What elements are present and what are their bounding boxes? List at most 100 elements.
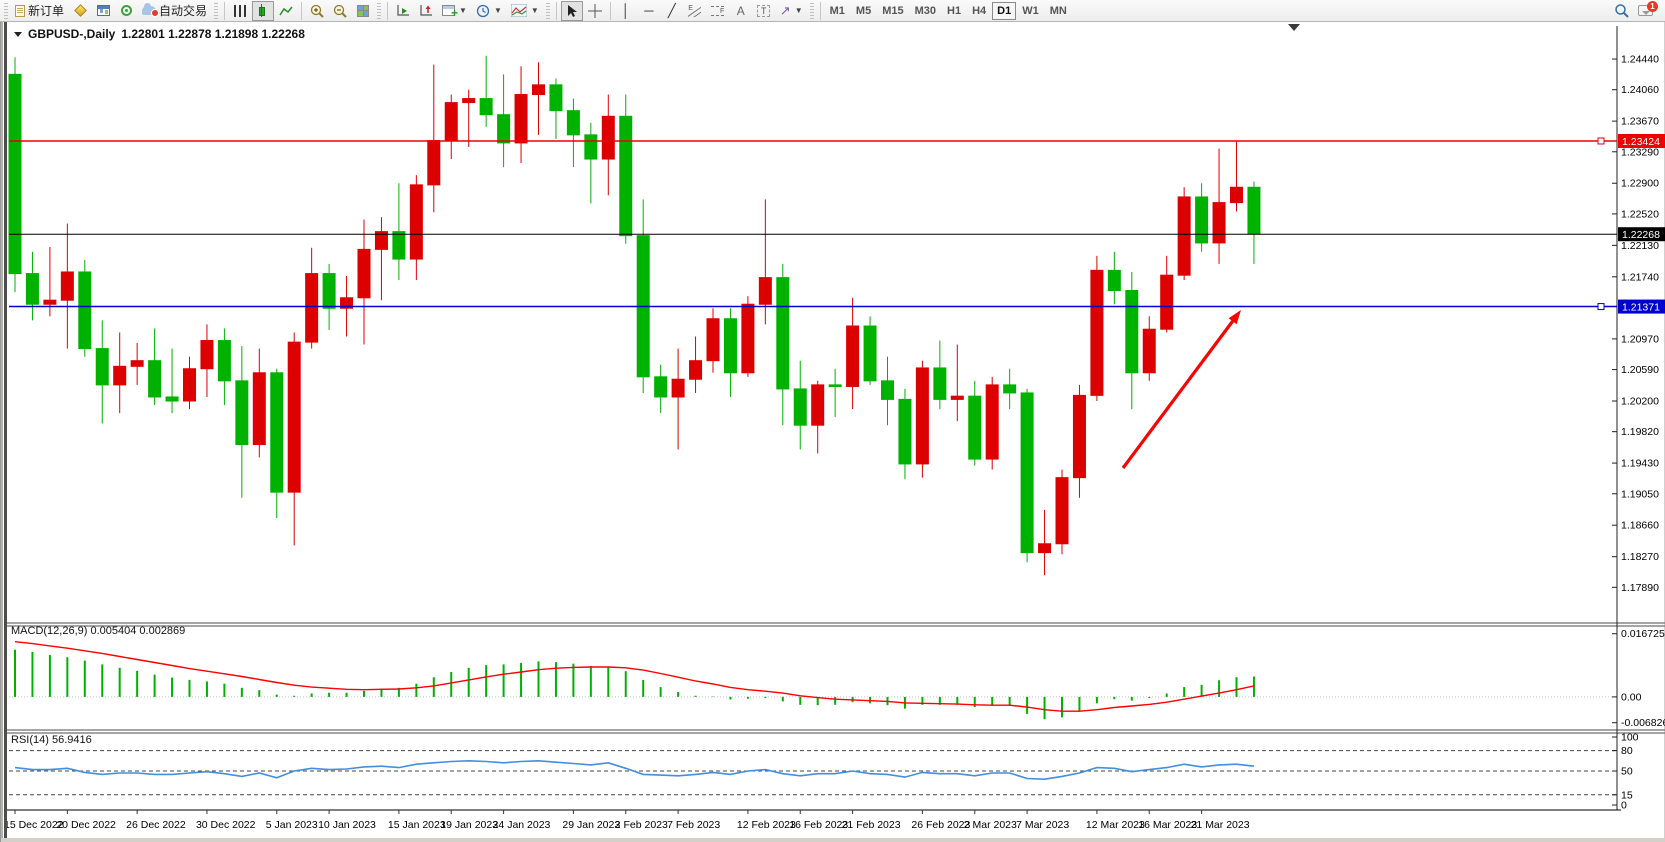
trend-arrow[interactable] [1121, 310, 1241, 469]
svg-text:1.24440: 1.24440 [1621, 54, 1659, 66]
zoom-in-button[interactable] [306, 1, 328, 21]
timeframe-m5[interactable]: M5 [855, 4, 872, 17]
timeframe-m1[interactable]: M1 [829, 4, 845, 17]
text-label-button[interactable]: T [753, 1, 775, 21]
cursor-button[interactable] [560, 0, 583, 21]
auto-scroll-button[interactable] [392, 1, 414, 21]
window-bottom-edge [1, 838, 1665, 842]
toolbar-separator [387, 1, 389, 20]
chart-shift-button[interactable] [415, 1, 437, 21]
svg-text:2 Feb 2023: 2 Feb 2023 [615, 819, 668, 831]
new-chart-button[interactable]: ▼ [438, 1, 471, 21]
svg-text:29 Jan 2023: 29 Jan 2023 [562, 819, 620, 831]
auto-trading-button[interactable]: 自动交易 [138, 1, 211, 21]
equidistant-channel-icon: E [688, 5, 701, 17]
svg-text:1.20590: 1.20590 [1621, 364, 1659, 376]
svg-text:26 Feb 2023: 26 Feb 2023 [911, 819, 970, 831]
new-order-button[interactable]: 新订单 [11, 1, 68, 21]
data-window-button[interactable] [92, 1, 114, 21]
svg-text:1.19050: 1.19050 [1621, 488, 1659, 500]
timeframe-w1[interactable]: W1 [1022, 4, 1039, 17]
profiles-button[interactable]: ▼ [472, 1, 506, 21]
toolbar-grip[interactable] [377, 2, 382, 19]
svg-text:1.21371: 1.21371 [1622, 302, 1660, 314]
svg-text:1.20970: 1.20970 [1621, 333, 1659, 345]
candlestick-chart-button[interactable] [252, 0, 275, 21]
fibonacci-button[interactable]: F [707, 1, 729, 21]
clock-icon [476, 4, 490, 17]
crosshair-button[interactable] [584, 1, 606, 21]
svg-text:30 Dec 2022: 30 Dec 2022 [196, 819, 256, 831]
toolbar-grip[interactable] [214, 2, 219, 19]
svg-text:100: 100 [1621, 732, 1639, 744]
chevron-down-icon: ▼ [459, 6, 467, 15]
timeframe-d1[interactable]: D1 [992, 1, 1017, 20]
chat-icon: 1 [1638, 1, 1658, 16]
chart-dropdown-icon[interactable] [14, 31, 22, 41]
tile-windows-button[interactable] [352, 1, 374, 21]
cursor-icon [567, 4, 577, 17]
indicators-button[interactable]: ▼ [507, 1, 543, 21]
notifications-button[interactable]: 1 [1634, 1, 1658, 21]
svg-text:1.22130: 1.22130 [1621, 240, 1659, 252]
svg-text:12 Mar 2023: 12 Mar 2023 [1086, 819, 1145, 831]
svg-text:1.22520: 1.22520 [1621, 208, 1659, 220]
indicators-icon [510, 4, 527, 17]
chart-window[interactable]: GBPUSD-,Daily 1.22801 1.22878 1.21898 1.… [0, 22, 1665, 842]
toolbar: 新订单 自动交易 [0, 0, 1665, 22]
bar-chart-icon [234, 4, 247, 17]
toolbar-grip[interactable] [545, 2, 550, 19]
svg-text:1.19820: 1.19820 [1621, 426, 1659, 438]
market-watch-icon [73, 4, 87, 17]
trendline-button[interactable]: ╱ [661, 1, 683, 21]
market-watch-button[interactable] [69, 1, 91, 21]
svg-text:50: 50 [1621, 766, 1633, 778]
price-axis: 1.24440 1.24060 1.23670 1.23290 1.22900 1.225… [1612, 54, 1659, 594]
svg-text:-0.006826: -0.006826 [1621, 717, 1665, 729]
svg-text:1.20200: 1.20200 [1621, 396, 1659, 408]
toolbar-separator [224, 1, 226, 20]
candlestick-chart-icon [257, 4, 269, 17]
timeframe-h1[interactable]: H1 [947, 4, 962, 17]
svg-text:20 Dec 2022: 20 Dec 2022 [56, 819, 116, 831]
svg-text:80: 80 [1621, 745, 1633, 757]
chart-shift-marker[interactable] [1288, 24, 1300, 31]
chart-shift-icon [420, 5, 433, 16]
new-order-label: 新订单 [28, 4, 65, 18]
timeframe-m15[interactable]: M15 [882, 4, 904, 17]
svg-text:10 Jan 2023: 10 Jan 2023 [318, 819, 376, 831]
price-chart-canvas[interactable]: 1.24440 1.24060 1.23670 1.23290 1.22900 1.225… [1, 22, 1665, 842]
timeframe-mn[interactable]: MN [1049, 4, 1067, 17]
bar-chart-button[interactable] [229, 1, 251, 21]
arrows-button[interactable]: ↗ ▼ [776, 1, 807, 21]
search-button[interactable] [1610, 1, 1633, 21]
chart-title: GBPUSD-,Daily 1.22801 1.22878 1.21898 1.… [14, 27, 305, 41]
toolbar-separator [819, 1, 821, 20]
search-icon [1615, 4, 1629, 18]
arrows-icon: ↗ [779, 3, 791, 18]
text-button[interactable]: A [730, 1, 752, 21]
toolbar-grip[interactable] [809, 2, 814, 19]
auto-trading-icon [142, 3, 160, 17]
text-icon: A [736, 3, 745, 18]
chevron-down-icon: ▼ [530, 6, 539, 15]
horizontal-line-button[interactable]: ─ [638, 1, 660, 21]
zoom-out-button[interactable] [329, 1, 351, 21]
line-chart-button[interactable] [275, 1, 297, 21]
new-chart-icon [442, 5, 458, 20]
svg-text:15 Jan 2023: 15 Jan 2023 [388, 819, 446, 831]
signal-button[interactable] [115, 1, 137, 21]
channel-button[interactable]: E [684, 1, 706, 21]
svg-text:16 Mar 2023: 16 Mar 2023 [1138, 819, 1197, 831]
vertical-line-button[interactable]: │ [615, 1, 637, 21]
svg-text:16 Feb 2023: 16 Feb 2023 [789, 819, 848, 831]
timeframe-h4[interactable]: H4 [972, 4, 987, 17]
toolbar-grip[interactable] [4, 2, 8, 19]
trendline-icon: ╱ [667, 3, 676, 18]
timeframe-m30[interactable]: M30 [914, 4, 936, 17]
svg-text:7 Mar 2023: 7 Mar 2023 [1016, 819, 1069, 831]
horizontal-lines[interactable]: 1.23424 1.22268 1.21371 [9, 133, 1665, 314]
svg-text:1.19430: 1.19430 [1621, 458, 1659, 470]
auto-scroll-icon [397, 5, 410, 16]
